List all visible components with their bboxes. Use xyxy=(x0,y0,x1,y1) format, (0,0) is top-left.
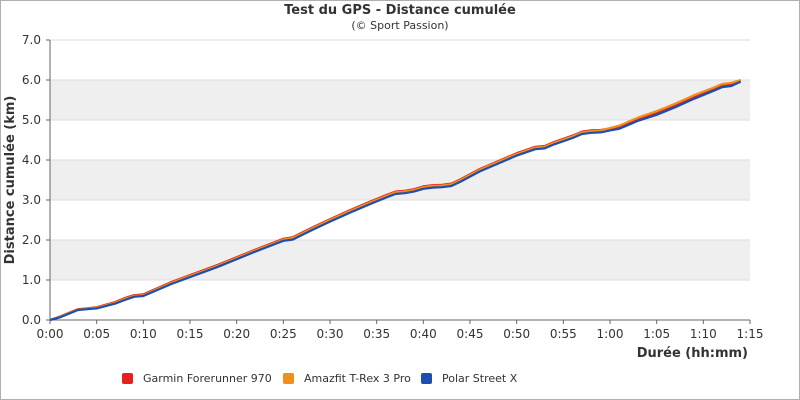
y-tick-label: 2.0 xyxy=(22,233,41,247)
x-axis-ticks: 0:00 0:05 0:10 0:15 0:20 0:25 0:30 0:35 0:40 0:45… xyxy=(37,320,764,341)
chart-subtitle: (© Sport Passion) xyxy=(351,19,449,32)
x-tick-label: 0:10 xyxy=(130,327,157,341)
x-tick-label: 1:15 xyxy=(737,327,764,341)
y-tick-label: 6.0 xyxy=(22,73,41,87)
y-axis-ticks: 0.0 1.0 2.0 3.0 4.0 5.0 6.0 7.0 xyxy=(22,33,50,327)
series-line-polar xyxy=(49,80,742,322)
chart-title: Test du GPS - Distance cumulée xyxy=(284,3,516,18)
y-tick-label: 4.0 xyxy=(22,153,41,167)
chart-legend: Garmin Forerunner 970 Amazfit T-Rex 3 Pr… xyxy=(0,372,800,388)
x-tick-label: 1:05 xyxy=(643,327,670,341)
y-tick-label: 0.0 xyxy=(22,313,41,327)
legend-swatch-garmin xyxy=(122,373,133,384)
x-tick-label: 1:10 xyxy=(690,327,717,341)
legend-item-polar[interactable]: Polar Street X xyxy=(421,372,517,385)
legend-item-amazfit[interactable]: Amazfit T-Rex 3 Pro xyxy=(283,372,411,385)
legend-label-amazfit: Amazfit T-Rex 3 Pro xyxy=(304,372,411,385)
y-tick-label: 7.0 xyxy=(22,33,41,47)
y-tick-label: 3.0 xyxy=(22,193,41,207)
grid-band xyxy=(50,240,750,280)
y-axis-title: Distance cumulée (km) xyxy=(3,96,18,265)
x-tick-label: 0:55 xyxy=(550,327,577,341)
x-tick-label: 0:40 xyxy=(410,327,437,341)
series-lines xyxy=(49,78,742,322)
x-tick-label: 0:45 xyxy=(457,327,484,341)
x-tick-label: 0:00 xyxy=(37,327,64,341)
x-tick-label: 0:35 xyxy=(363,327,390,341)
grid-bands xyxy=(50,80,750,280)
legend-swatch-polar xyxy=(421,373,432,384)
legend-label-garmin: Garmin Forerunner 970 xyxy=(143,372,272,385)
legend-item-garmin[interactable]: Garmin Forerunner 970 xyxy=(122,372,272,385)
x-tick-label: 1:00 xyxy=(597,327,624,341)
y-tick-label: 1.0 xyxy=(22,273,41,287)
x-tick-label: 0:50 xyxy=(503,327,530,341)
x-tick-label: 0:20 xyxy=(223,327,250,341)
y-tick-label: 5.0 xyxy=(22,113,41,127)
x-axis-title: Durée (hh:mm) xyxy=(637,346,748,361)
legend-label-polar: Polar Street X xyxy=(442,372,518,385)
grid-band xyxy=(50,80,750,120)
x-tick-label: 0:25 xyxy=(270,327,297,341)
x-tick-label: 0:15 xyxy=(177,327,204,341)
legend-swatch-amazfit xyxy=(283,373,294,384)
x-tick-label: 0:05 xyxy=(83,327,110,341)
x-tick-label: 0:30 xyxy=(317,327,344,341)
